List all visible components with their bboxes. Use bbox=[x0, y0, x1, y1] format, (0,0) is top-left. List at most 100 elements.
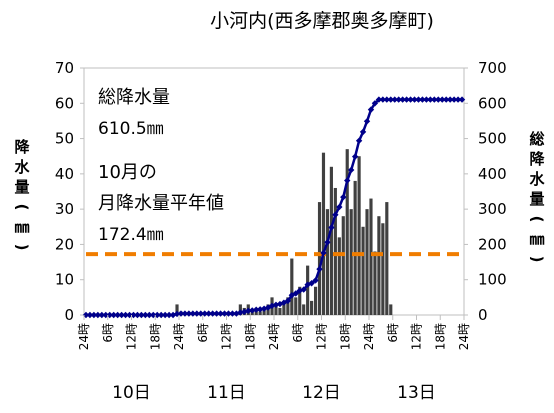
cumulative-point bbox=[86, 311, 94, 319]
hourly-bar bbox=[310, 300, 314, 315]
hourly-bar bbox=[317, 202, 322, 315]
cumulative-point bbox=[181, 310, 189, 317]
hourly-bar bbox=[325, 209, 330, 315]
cumulative-point bbox=[98, 311, 106, 319]
cumulative-point bbox=[157, 311, 165, 319]
cumulative-point bbox=[312, 277, 319, 284]
axis-label-char: 降 bbox=[529, 150, 545, 168]
hourly-bar bbox=[313, 286, 318, 315]
cumulative-point bbox=[229, 310, 236, 317]
x-tick-label: 12時 bbox=[220, 323, 234, 350]
cumulative-point bbox=[272, 301, 280, 308]
cumulative-point bbox=[118, 311, 125, 319]
y-left-tick-label: 30 bbox=[55, 200, 74, 218]
hourly-bar bbox=[349, 209, 353, 315]
annotation-normal-label-1: 10月の bbox=[98, 162, 157, 183]
cumulative-point bbox=[138, 311, 145, 319]
y-right-tick-label: 600 bbox=[478, 94, 507, 112]
hourly-bar bbox=[274, 304, 278, 315]
annotation-normal-label-2: 月降水量平年値 bbox=[98, 193, 224, 214]
hourly-bar bbox=[357, 156, 361, 315]
cumulative-point bbox=[114, 311, 121, 319]
cumulative-point bbox=[387, 96, 394, 103]
hourly-bar bbox=[286, 297, 290, 315]
cumulative-point bbox=[403, 96, 410, 103]
x-tick-label: 24時 bbox=[457, 323, 471, 350]
axis-label-char: ) bbox=[528, 256, 546, 263]
y-right-tick-label: 200 bbox=[478, 235, 507, 253]
hourly-bar bbox=[333, 187, 337, 315]
annotation-total-value: 610.5㎜ bbox=[98, 119, 164, 139]
x-tick-label: 18時 bbox=[433, 323, 447, 350]
cumulative-point bbox=[142, 311, 149, 319]
cumulative-point bbox=[435, 96, 442, 103]
cumulative-point bbox=[134, 311, 141, 319]
hourly-bar bbox=[345, 149, 349, 315]
chart-title: 小河内(西多摩郡奥多摩町) bbox=[210, 10, 434, 32]
cumulative-point bbox=[383, 96, 391, 103]
y-left-tick-label: 10 bbox=[55, 271, 74, 289]
hourly-bar bbox=[341, 216, 345, 315]
cumulative-point bbox=[407, 96, 414, 103]
x-tick-label: 24時 bbox=[77, 323, 91, 350]
cumulative-point bbox=[371, 100, 379, 107]
cumulative-point bbox=[431, 96, 438, 103]
axis-label-char: ㎜ bbox=[529, 230, 544, 248]
hourly-bar bbox=[369, 198, 373, 315]
cumulative-point bbox=[328, 224, 335, 231]
cumulative-point bbox=[395, 96, 402, 103]
hourly-bar bbox=[361, 226, 365, 315]
hourly-bar bbox=[175, 304, 179, 315]
cumulative-point bbox=[324, 239, 331, 246]
cumulative-point bbox=[146, 311, 153, 319]
axis-label-char: 水 bbox=[14, 158, 30, 176]
cumulative-point bbox=[454, 96, 462, 103]
x-tick-label: 12時 bbox=[410, 323, 424, 350]
hourly-bar bbox=[381, 223, 385, 315]
cumulative-point bbox=[450, 96, 458, 103]
cumulative-point bbox=[205, 310, 212, 317]
x-axis-days: 10日 11日 12日 13日 bbox=[112, 383, 436, 403]
hourly-bar bbox=[258, 311, 262, 315]
hourly-bar bbox=[302, 304, 306, 315]
cumulative-point bbox=[90, 311, 98, 319]
cumulative-point bbox=[379, 96, 387, 103]
cumulative-point bbox=[351, 153, 359, 160]
hourly-bar bbox=[385, 202, 389, 315]
cumulative-point bbox=[340, 193, 347, 201]
hourly-bar bbox=[329, 166, 333, 315]
axis-label-char: ( bbox=[13, 204, 31, 211]
hourly-bar bbox=[377, 216, 381, 315]
y-left-tick-label: 60 bbox=[55, 94, 74, 112]
cumulative-point bbox=[292, 290, 299, 297]
y-right-tick-label: 300 bbox=[478, 200, 507, 218]
axis-label-char: ) bbox=[13, 244, 31, 251]
cumulative-point bbox=[458, 96, 466, 103]
cumulative-point bbox=[256, 306, 264, 313]
cumulative-point bbox=[165, 311, 173, 319]
cumulative-point bbox=[94, 311, 102, 319]
cumulative-point bbox=[442, 96, 450, 103]
hourly-bar bbox=[282, 300, 286, 315]
annotation-normal-value: 172.4㎜ bbox=[98, 225, 164, 245]
hourly-bars bbox=[175, 149, 393, 315]
cumulative-point bbox=[245, 307, 252, 314]
cumulative-point bbox=[249, 307, 256, 314]
day-label: 13日 bbox=[397, 383, 436, 403]
axis-label-char: 総 bbox=[529, 130, 544, 148]
x-tick-label: 12時 bbox=[315, 323, 329, 350]
hourly-bar bbox=[337, 237, 341, 315]
cumulative-point bbox=[185, 310, 193, 317]
axis-label-char: 降 bbox=[14, 138, 30, 156]
plot-area bbox=[82, 67, 466, 319]
y-axis-right-ticks: 0 100 200 300 400 500 600 700 bbox=[464, 59, 507, 324]
cumulative-point bbox=[446, 96, 454, 103]
cumulative-point bbox=[391, 96, 398, 103]
cumulative-point bbox=[355, 137, 363, 144]
y-left-tick-label: 40 bbox=[55, 165, 74, 183]
cumulative-point bbox=[399, 96, 406, 103]
x-tick-label: 18時 bbox=[243, 323, 257, 350]
y-left-tick-label: 20 bbox=[55, 235, 74, 253]
hourly-bar bbox=[321, 152, 326, 315]
